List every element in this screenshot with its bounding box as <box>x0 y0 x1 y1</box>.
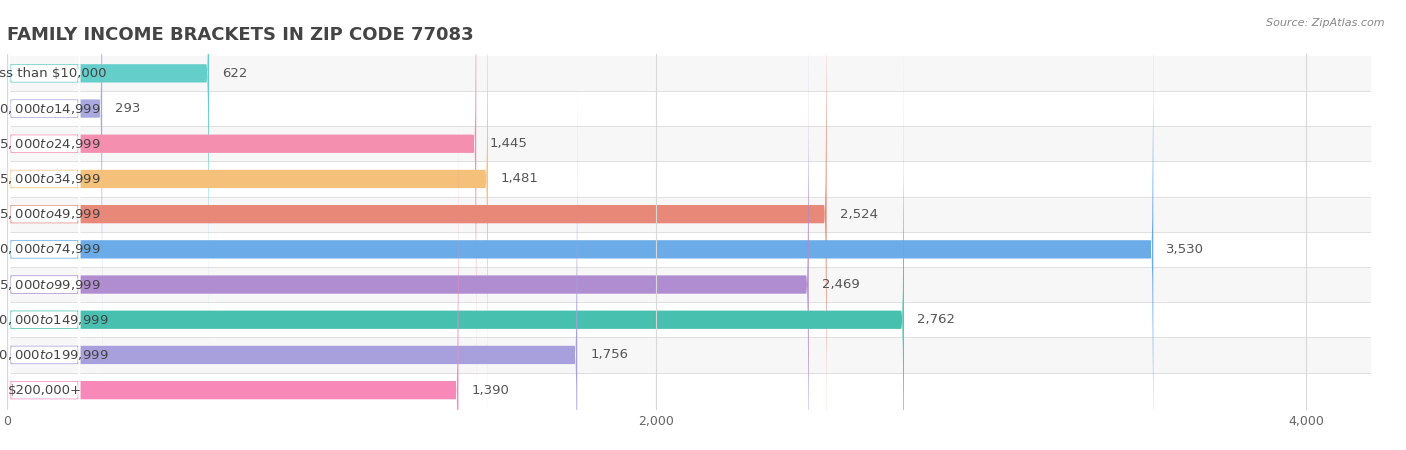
Text: $25,000 to $34,999: $25,000 to $34,999 <box>0 172 100 186</box>
FancyBboxPatch shape <box>8 0 80 382</box>
Bar <box>7 373 1371 408</box>
FancyBboxPatch shape <box>7 82 578 450</box>
FancyBboxPatch shape <box>8 0 80 450</box>
Text: $50,000 to $74,999: $50,000 to $74,999 <box>0 243 100 256</box>
Bar <box>7 197 1371 232</box>
FancyBboxPatch shape <box>7 0 1153 450</box>
Text: $10,000 to $14,999: $10,000 to $14,999 <box>0 102 100 116</box>
Text: 2,524: 2,524 <box>839 207 877 220</box>
Text: $150,000 to $199,999: $150,000 to $199,999 <box>0 348 108 362</box>
FancyBboxPatch shape <box>7 0 827 450</box>
Text: 3,530: 3,530 <box>1167 243 1205 256</box>
FancyBboxPatch shape <box>8 0 80 450</box>
FancyBboxPatch shape <box>7 0 209 346</box>
FancyBboxPatch shape <box>7 47 904 450</box>
Bar <box>7 267 1371 302</box>
FancyBboxPatch shape <box>7 118 458 450</box>
FancyBboxPatch shape <box>8 0 80 450</box>
FancyBboxPatch shape <box>7 0 488 450</box>
Text: 1,445: 1,445 <box>489 137 527 150</box>
Bar <box>7 56 1371 91</box>
Bar <box>7 126 1371 162</box>
FancyBboxPatch shape <box>7 0 103 381</box>
Text: $15,000 to $24,999: $15,000 to $24,999 <box>0 137 100 151</box>
FancyBboxPatch shape <box>8 0 80 417</box>
FancyBboxPatch shape <box>7 12 808 450</box>
Text: 2,469: 2,469 <box>821 278 859 291</box>
Text: FAMILY INCOME BRACKETS IN ZIP CODE 77083: FAMILY INCOME BRACKETS IN ZIP CODE 77083 <box>7 26 474 44</box>
Text: 293: 293 <box>115 102 141 115</box>
Text: $100,000 to $149,999: $100,000 to $149,999 <box>0 313 108 327</box>
Bar <box>7 338 1371 373</box>
Text: 1,756: 1,756 <box>591 348 628 361</box>
Bar <box>7 302 1371 338</box>
Text: $200,000+: $200,000+ <box>8 384 83 396</box>
FancyBboxPatch shape <box>8 11 80 450</box>
FancyBboxPatch shape <box>8 0 80 450</box>
Text: 1,390: 1,390 <box>471 384 509 396</box>
FancyBboxPatch shape <box>8 47 80 450</box>
Text: $75,000 to $99,999: $75,000 to $99,999 <box>0 278 100 292</box>
Text: 622: 622 <box>222 67 247 80</box>
Text: Less than $10,000: Less than $10,000 <box>0 67 107 80</box>
Bar <box>7 232 1371 267</box>
Bar <box>7 162 1371 197</box>
Text: 2,762: 2,762 <box>917 313 955 326</box>
Text: Source: ZipAtlas.com: Source: ZipAtlas.com <box>1267 18 1385 28</box>
FancyBboxPatch shape <box>8 0 80 450</box>
Text: $35,000 to $49,999: $35,000 to $49,999 <box>0 207 100 221</box>
Bar <box>7 91 1371 126</box>
FancyBboxPatch shape <box>7 0 477 416</box>
FancyBboxPatch shape <box>8 82 80 450</box>
Text: 1,481: 1,481 <box>501 172 538 185</box>
